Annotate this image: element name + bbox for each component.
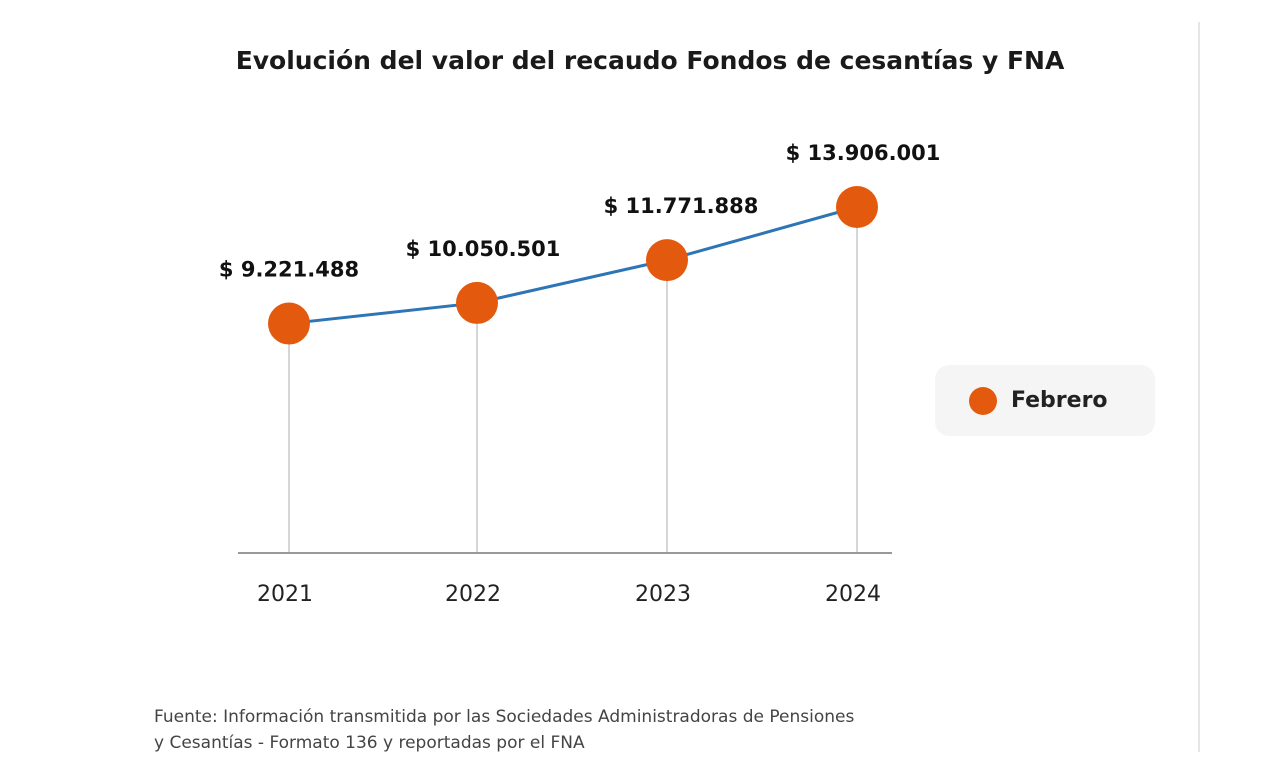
data-point: [268, 302, 310, 345]
x-tick-label: 2021: [257, 582, 313, 607]
legend-marker: [969, 386, 997, 415]
source-line-1: Fuente: Información transmitida por las …: [154, 707, 855, 727]
divider: [1198, 22, 1200, 752]
x-tick-label: 2022: [445, 582, 501, 607]
legend-label: Febrero: [1011, 388, 1108, 413]
data-point: [836, 186, 878, 228]
data-label: $ 13.906.001: [786, 141, 941, 165]
data-label: $ 9.221.488: [219, 258, 359, 282]
x-tick-label: 2023: [635, 582, 691, 607]
legend: Febrero: [935, 365, 1155, 436]
series-line: [288, 205, 858, 326]
chart-title: Evolución del valor del recaudo Fondos d…: [235, 46, 1065, 75]
source-note: Fuente: Información transmitida por las …: [154, 704, 954, 756]
data-label: $ 10.050.501: [406, 237, 561, 261]
source-line-2: y Cesantías - Formato 136 y reportadas p…: [154, 733, 585, 753]
data-point: [646, 239, 688, 282]
data-label: $ 11.771.888: [604, 194, 759, 218]
x-tick-label: 2024: [825, 582, 881, 607]
data-point: [456, 281, 498, 324]
